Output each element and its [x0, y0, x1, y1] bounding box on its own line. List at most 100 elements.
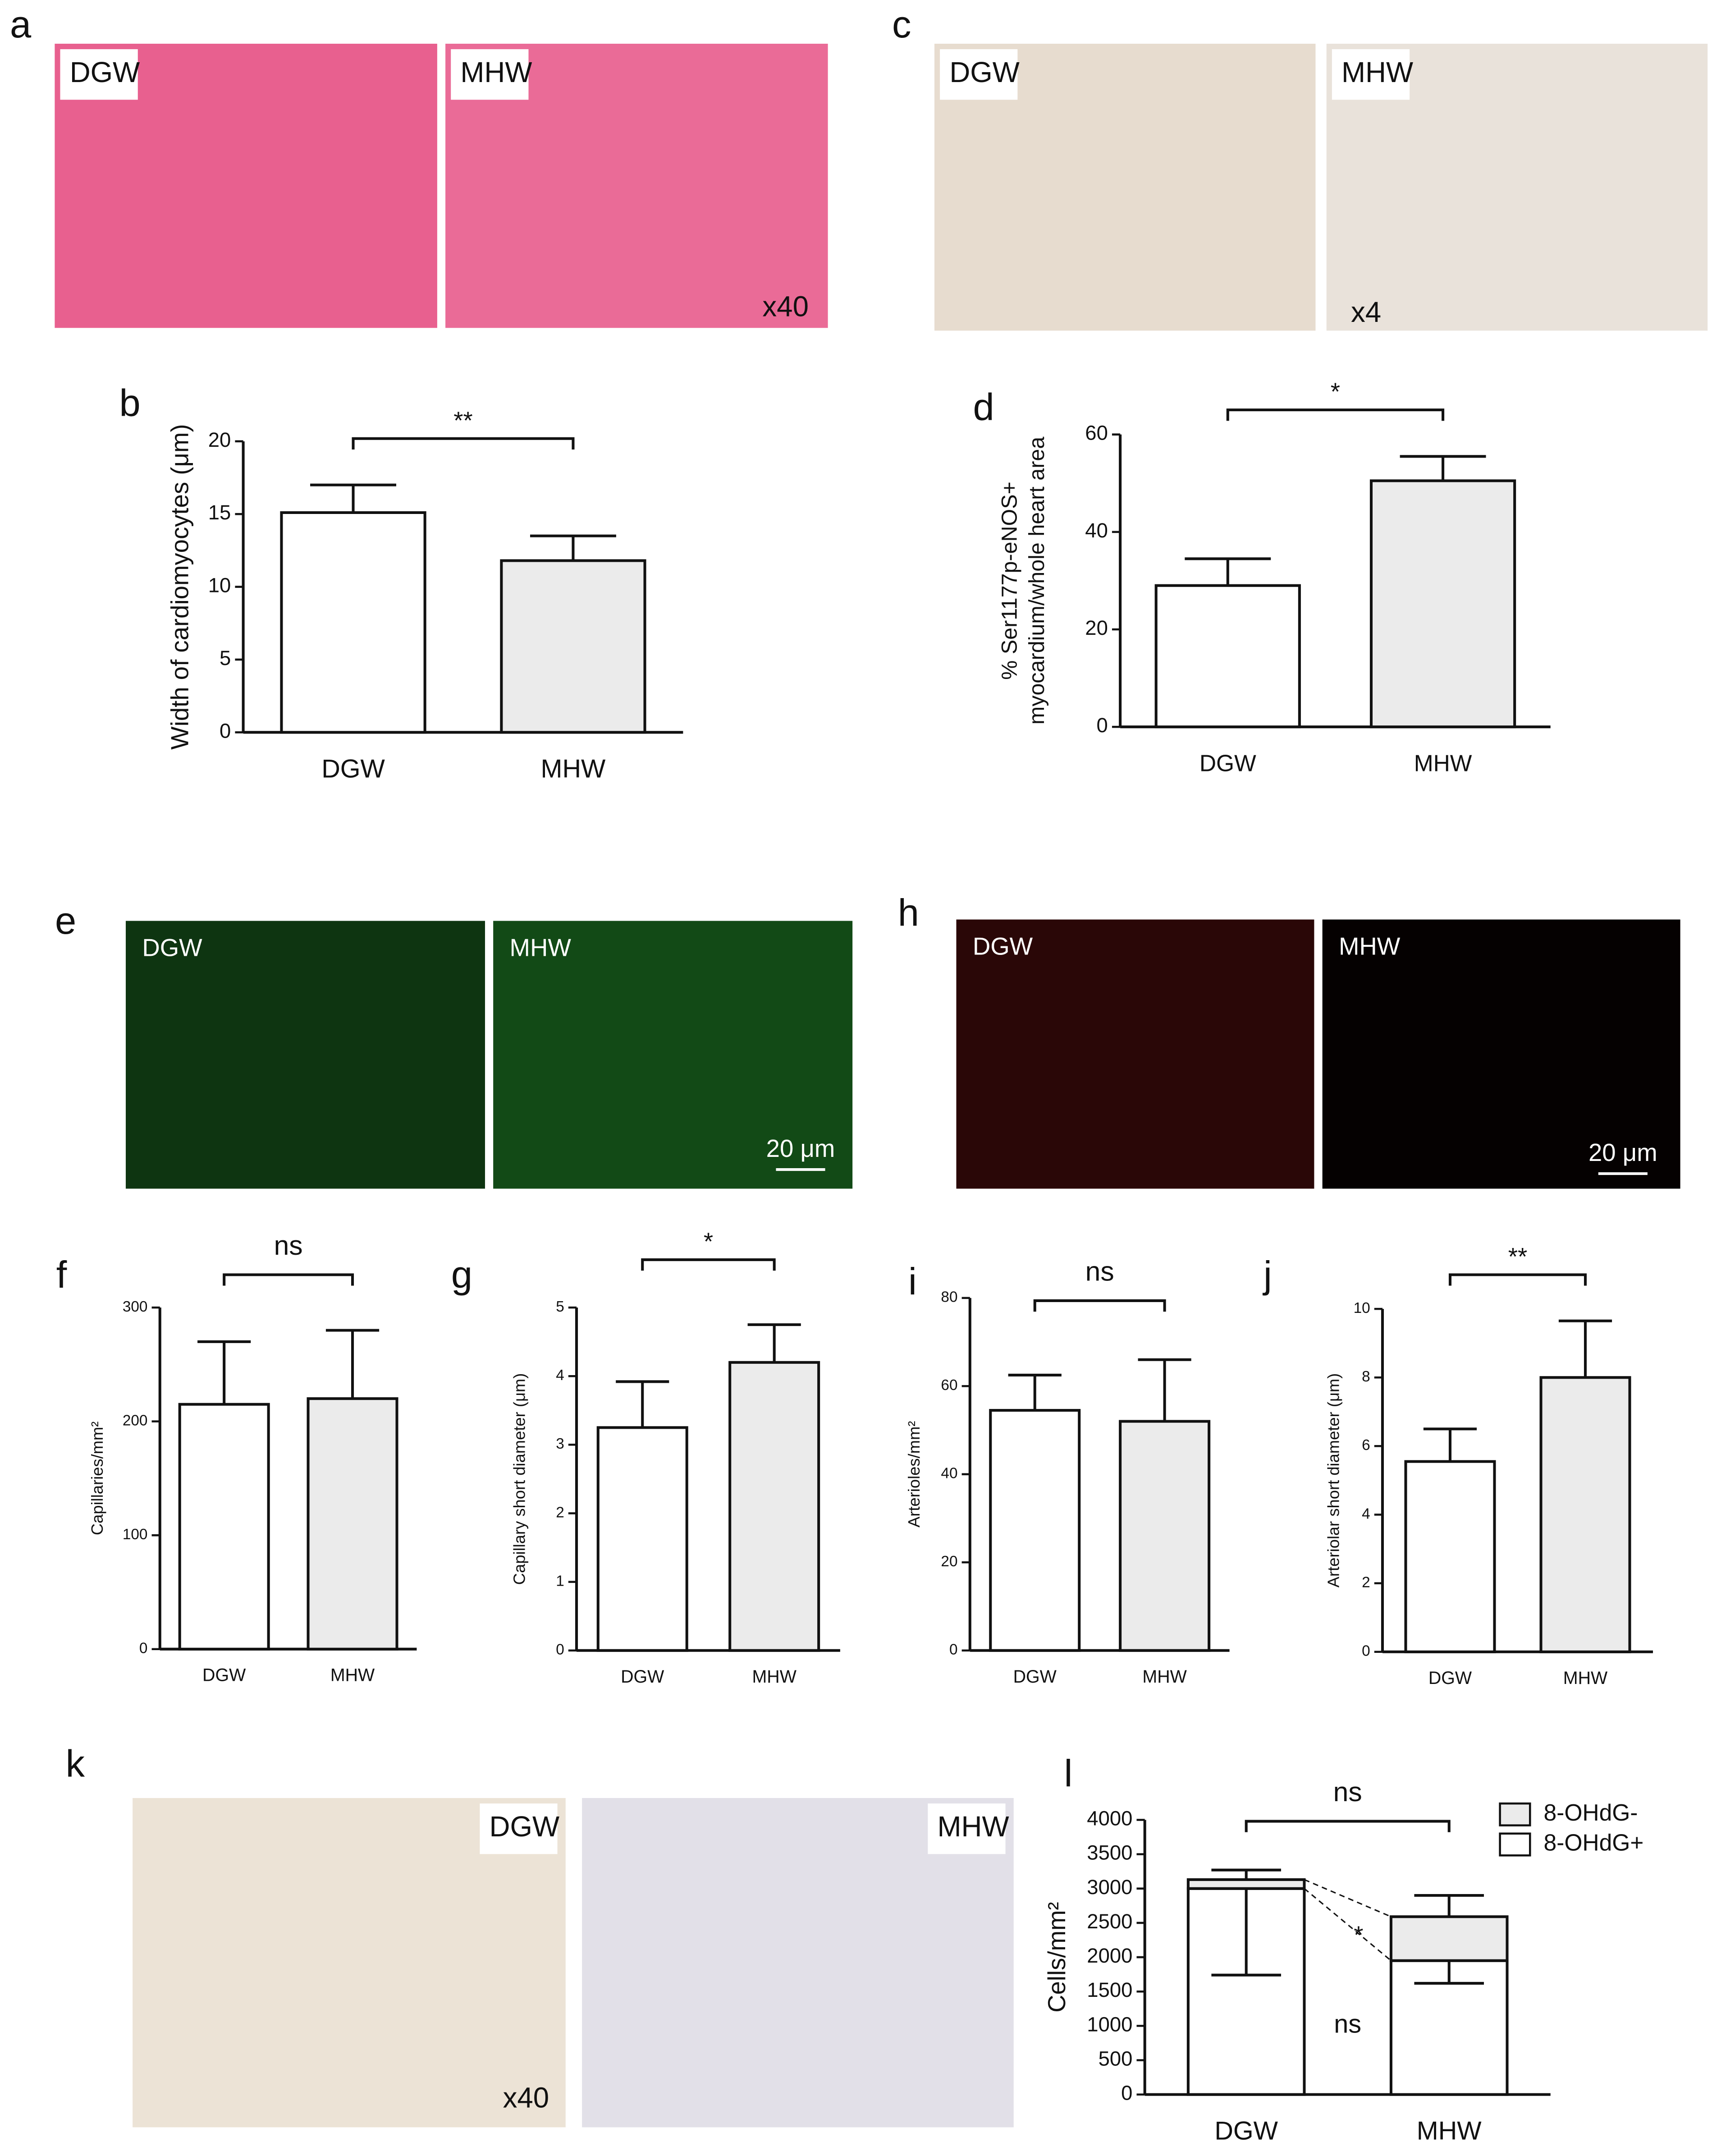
significance-label: ** — [1508, 1243, 1527, 1270]
image-tag: DGW — [142, 934, 202, 962]
image-tag: MHW — [1341, 56, 1413, 88]
x-tick-label: MHW — [1417, 2117, 1482, 2146]
y-tick-label: 60 — [941, 1377, 957, 1394]
annotation: ns — [1334, 2010, 1361, 2039]
significance-label: ** — [453, 407, 472, 434]
scale-label: 20 μm — [766, 1135, 835, 1162]
y-axis-label: Cells/mm² — [1043, 1902, 1071, 2012]
bar — [728, 1361, 820, 1652]
y-tick-label: 200 — [123, 1412, 148, 1429]
y-tick-label: 5 — [556, 1298, 564, 1315]
y-tick-label: 0 — [1362, 1643, 1370, 1660]
y-tick-label: 6 — [1362, 1437, 1370, 1454]
y-tick-label: 0 — [220, 719, 231, 742]
legend-swatch — [1499, 1832, 1531, 1857]
panel-letter: k — [66, 1742, 85, 1785]
y-tick-label: 0 — [139, 1640, 148, 1657]
x-tick-label: MHW — [330, 1665, 375, 1685]
y-tick-label: 40 — [941, 1465, 957, 1482]
y-tick-label: 15 — [208, 501, 231, 524]
tag-box — [1332, 49, 1410, 100]
legend-label: 8-OHdG+ — [1544, 1830, 1644, 1856]
significance-label: * — [704, 1228, 713, 1255]
annotation: * — [1354, 1921, 1363, 1949]
legend-swatch — [1499, 1802, 1531, 1826]
y-tick-label: 20 — [941, 1553, 957, 1570]
bar-segment — [1186, 1878, 1306, 1890]
bar — [178, 1403, 270, 1651]
image-tag: DGW — [949, 56, 1020, 88]
x-tick-label: MHW — [1142, 1667, 1187, 1687]
y-tick-label: 0 — [1097, 714, 1108, 737]
y-tick-label: 3 — [556, 1436, 564, 1452]
x-tick-label: DGW — [202, 1665, 246, 1685]
y-tick-label: 8 — [1362, 1368, 1370, 1385]
bar — [500, 559, 646, 734]
y-tick-label: 2 — [1362, 1574, 1370, 1591]
image-tag: MHW — [1339, 933, 1401, 960]
panel-letter: j — [1262, 1253, 1272, 1296]
scale-label: x4 — [1351, 296, 1381, 328]
significance-bracket — [1245, 1820, 1451, 1832]
y-tick-label: 4 — [1362, 1505, 1370, 1522]
x-tick-label: MHW — [1414, 750, 1472, 776]
tag-box — [480, 1803, 558, 1854]
x-tick-label: MHW — [752, 1667, 797, 1687]
y-tick-label: 0 — [1121, 2082, 1132, 2105]
image-tag: MHW — [460, 56, 532, 88]
y-tick-label: 2000 — [1087, 1944, 1132, 1967]
significance-label: ns — [1333, 1776, 1362, 1807]
legend-label: 8-OHdG- — [1544, 1799, 1638, 1826]
x-tick-label: MHW — [1563, 1668, 1608, 1688]
significance-bracket — [1448, 1273, 1587, 1286]
bar — [1539, 1376, 1631, 1653]
x-tick-label: MHW — [541, 754, 606, 783]
micrograph — [1322, 919, 1680, 1189]
bar — [596, 1426, 688, 1652]
tag-box — [940, 49, 1018, 100]
micrograph — [493, 921, 853, 1189]
panel-letter: c — [892, 3, 911, 46]
bar — [1369, 479, 1516, 729]
y-tick-label: 4000 — [1087, 1807, 1132, 1830]
scale-label: 20 μm — [1589, 1139, 1657, 1166]
image-tag: MHW — [510, 934, 572, 962]
x-tick-label: DGW — [621, 1667, 664, 1687]
y-axis-label: % Ser1177p-eNOS+ — [998, 482, 1022, 680]
y-tick-label: 100 — [123, 1526, 148, 1543]
significance-label: ns — [274, 1230, 303, 1261]
y-tick-label: 20 — [1085, 616, 1108, 639]
y-tick-label: 1 — [556, 1573, 564, 1589]
y-axis-label: Capillaries/mm² — [88, 1422, 106, 1536]
panel-letter: e — [55, 899, 76, 942]
y-tick-label: 20 — [208, 428, 231, 451]
y-axis-label: myocardium/whole heart area — [1025, 437, 1049, 725]
tag-box — [451, 49, 529, 100]
y-tick-label: 2 — [556, 1504, 564, 1521]
y-axis-label: Arteriolar short diameter (μm) — [1324, 1373, 1343, 1588]
x-tick-label: DGW — [321, 754, 385, 783]
image-tag: DGW — [70, 56, 140, 88]
panel-letter: b — [119, 381, 140, 424]
bar — [1119, 1420, 1211, 1652]
significance-bracket — [223, 1273, 354, 1286]
y-tick-label: 80 — [941, 1289, 957, 1306]
y-tick-label: 10 — [1354, 1300, 1370, 1317]
x-tick-label: DGW — [1199, 750, 1256, 776]
y-tick-label: 10 — [208, 574, 231, 597]
significance-label: ns — [1085, 1256, 1114, 1286]
image-tag: MHW — [938, 1811, 1009, 1843]
micrograph — [956, 919, 1314, 1189]
significance-bracket — [1033, 1299, 1166, 1312]
y-tick-label: 3500 — [1087, 1841, 1132, 1864]
significance-bracket — [641, 1258, 776, 1271]
panel-letter: g — [451, 1253, 472, 1296]
y-tick-label: 5 — [220, 647, 231, 670]
significance-bracket — [352, 437, 575, 450]
significance-bracket — [1226, 408, 1445, 421]
y-tick-label: 4 — [556, 1367, 564, 1384]
y-tick-label: 0 — [556, 1642, 564, 1658]
scale-label: x40 — [762, 291, 809, 323]
bar — [1404, 1460, 1496, 1653]
